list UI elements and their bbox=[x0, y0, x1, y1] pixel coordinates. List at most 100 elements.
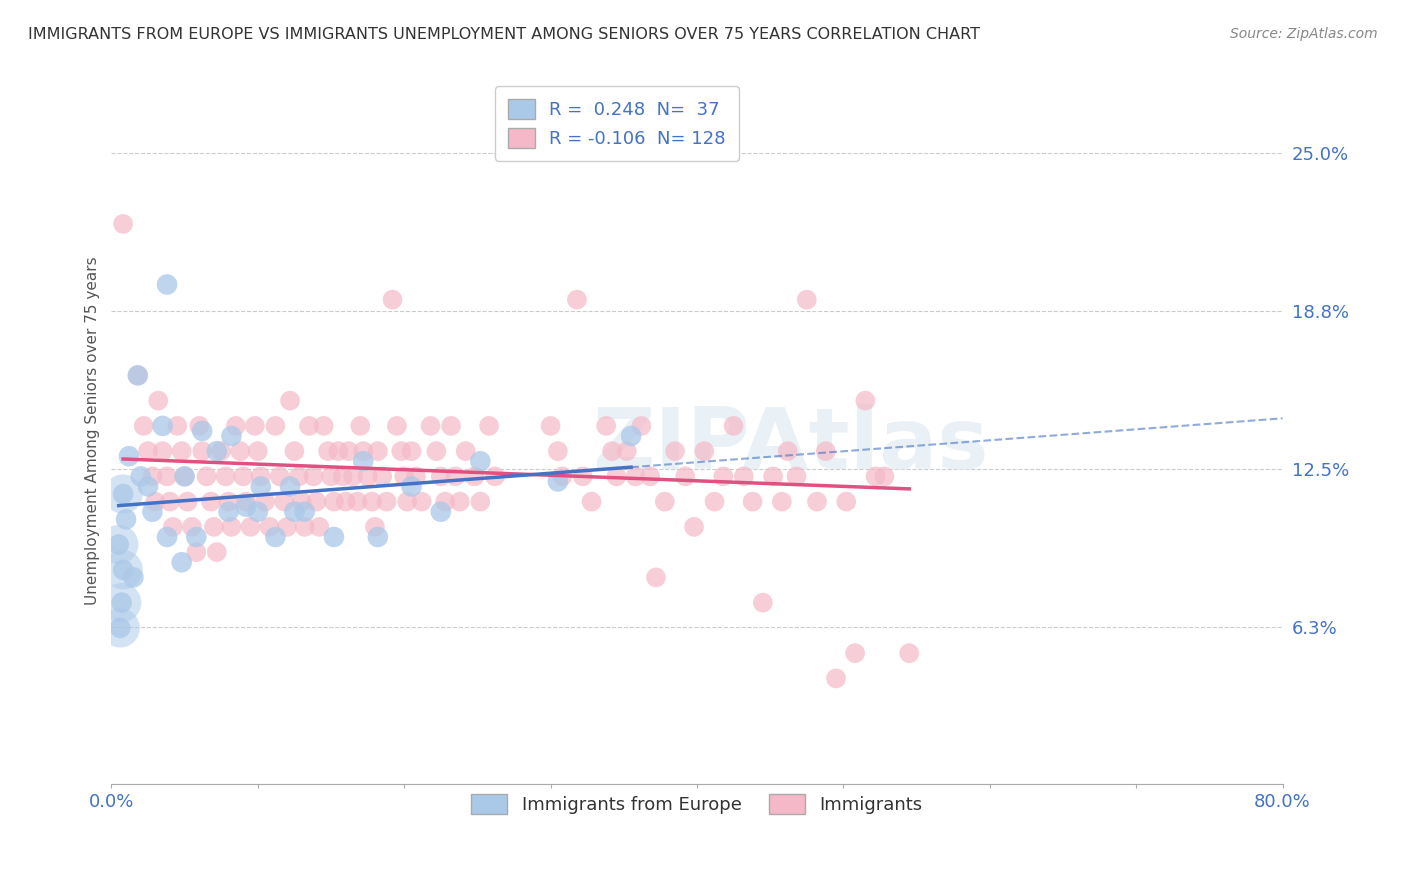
Point bbox=[249, 469, 271, 483]
Point bbox=[221, 520, 243, 534]
Point bbox=[152, 418, 174, 433]
Point bbox=[232, 469, 254, 483]
Point bbox=[776, 444, 799, 458]
Point bbox=[770, 494, 793, 508]
Point bbox=[156, 277, 179, 292]
Point bbox=[107, 537, 129, 551]
Point bbox=[332, 469, 354, 483]
Point bbox=[152, 444, 174, 458]
Point bbox=[162, 520, 184, 534]
Point bbox=[364, 520, 387, 534]
Point bbox=[156, 469, 179, 483]
Point bbox=[218, 505, 240, 519]
Point bbox=[392, 469, 415, 483]
Text: Source: ZipAtlas.com: Source: ZipAtlas.com bbox=[1230, 27, 1378, 41]
Point bbox=[111, 596, 134, 610]
Point bbox=[389, 444, 412, 458]
Point bbox=[367, 444, 389, 458]
Point bbox=[288, 469, 311, 483]
Point bbox=[605, 469, 627, 483]
Point bbox=[814, 444, 837, 458]
Point bbox=[264, 418, 287, 433]
Point bbox=[654, 494, 676, 508]
Text: ZIPAtlas: ZIPAtlas bbox=[592, 403, 988, 486]
Point bbox=[136, 479, 159, 493]
Text: IMMIGRANTS FROM EUROPE VS IMMIGRANTS UNEMPLOYMENT AMONG SENIORS OVER 75 YEARS CO: IMMIGRANTS FROM EUROPE VS IMMIGRANTS UNE… bbox=[28, 27, 980, 42]
Point bbox=[173, 469, 195, 483]
Point bbox=[221, 429, 243, 443]
Point bbox=[630, 418, 652, 433]
Point bbox=[638, 469, 661, 483]
Point bbox=[202, 520, 225, 534]
Point bbox=[531, 141, 554, 155]
Point bbox=[112, 217, 135, 231]
Point bbox=[741, 494, 763, 508]
Point bbox=[352, 454, 374, 468]
Point bbox=[346, 494, 368, 508]
Point bbox=[254, 494, 277, 508]
Point bbox=[645, 570, 668, 584]
Point bbox=[302, 469, 325, 483]
Point bbox=[835, 494, 858, 508]
Point bbox=[873, 469, 896, 483]
Point bbox=[283, 505, 305, 519]
Point bbox=[356, 469, 378, 483]
Point bbox=[278, 479, 301, 493]
Point bbox=[132, 418, 155, 433]
Point bbox=[108, 621, 131, 635]
Point bbox=[243, 418, 266, 433]
Point bbox=[371, 469, 394, 483]
Point bbox=[191, 424, 214, 438]
Point bbox=[316, 444, 339, 458]
Point bbox=[112, 563, 135, 577]
Point bbox=[381, 293, 404, 307]
Point bbox=[173, 469, 195, 483]
Point bbox=[308, 520, 330, 534]
Point bbox=[328, 444, 350, 458]
Point bbox=[664, 444, 686, 458]
Point bbox=[844, 646, 866, 660]
Point bbox=[335, 494, 357, 508]
Point bbox=[276, 520, 298, 534]
Point bbox=[259, 520, 281, 534]
Point bbox=[205, 444, 228, 458]
Point bbox=[107, 537, 129, 551]
Point bbox=[703, 494, 725, 508]
Point bbox=[711, 469, 734, 483]
Point bbox=[565, 293, 588, 307]
Point bbox=[762, 469, 785, 483]
Point bbox=[188, 418, 211, 433]
Point bbox=[294, 505, 316, 519]
Point bbox=[176, 494, 198, 508]
Point bbox=[352, 444, 374, 458]
Point bbox=[249, 479, 271, 493]
Point bbox=[225, 418, 247, 433]
Point bbox=[349, 418, 371, 433]
Point bbox=[186, 530, 208, 544]
Point bbox=[470, 494, 492, 508]
Point bbox=[269, 469, 291, 483]
Point bbox=[181, 520, 204, 534]
Point bbox=[342, 469, 364, 483]
Point bbox=[312, 418, 335, 433]
Point bbox=[239, 520, 262, 534]
Point bbox=[411, 494, 433, 508]
Point bbox=[283, 444, 305, 458]
Point bbox=[291, 494, 314, 508]
Point bbox=[449, 494, 471, 508]
Point bbox=[129, 469, 152, 483]
Point bbox=[865, 469, 887, 483]
Point bbox=[319, 469, 342, 483]
Point bbox=[246, 505, 269, 519]
Point bbox=[141, 469, 163, 483]
Point bbox=[367, 530, 389, 544]
Point bbox=[337, 444, 360, 458]
Point bbox=[127, 368, 149, 383]
Point bbox=[616, 444, 638, 458]
Point bbox=[264, 530, 287, 544]
Legend: Immigrants from Europe, Immigrants: Immigrants from Europe, Immigrants bbox=[461, 783, 934, 825]
Point bbox=[853, 393, 876, 408]
Point bbox=[112, 563, 135, 577]
Point bbox=[733, 469, 755, 483]
Point bbox=[205, 545, 228, 559]
